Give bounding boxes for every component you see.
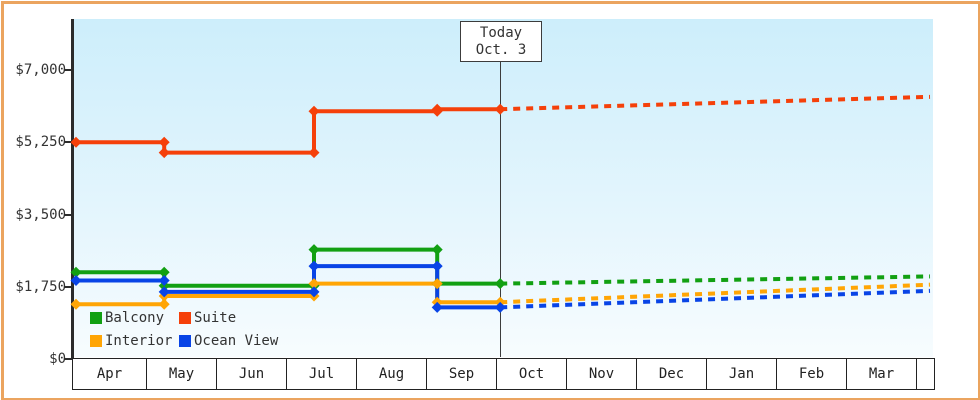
y-tick-mark (64, 213, 72, 216)
y-tick-mark (64, 69, 72, 71)
data-point-marker (494, 301, 506, 313)
legend: Balcony Suite Interior Ocean View (90, 308, 278, 351)
today-flag: Today Oct. 3 (460, 21, 542, 62)
data-point-marker (70, 136, 82, 148)
legend-label: Suite (194, 310, 237, 326)
month-cell-feb: Feb (777, 359, 847, 389)
y-tick-label: $3,500 (15, 206, 66, 223)
data-point-marker (431, 278, 443, 290)
y-tick-label: $7,000 (15, 62, 66, 78)
y-tick-mark (64, 358, 72, 360)
data-point-marker (70, 266, 82, 278)
y-axis (71, 19, 74, 359)
legend-item-ocean-view: Ocean View (179, 331, 278, 351)
data-point-marker (158, 136, 170, 148)
month-axis-row: Apr May Jun Jul Aug Sep Oct Nov Dec Jan Feb Mar (72, 358, 935, 390)
month-cell-oct: Oct (497, 359, 567, 389)
month-cell-mar: Mar (847, 359, 917, 389)
data-point-marker (494, 103, 506, 115)
today-label: Today (479, 24, 523, 41)
data-point-marker (70, 298, 82, 310)
data-point-marker (308, 260, 320, 272)
data-point-marker (431, 260, 443, 272)
month-cell-aug: Aug (357, 359, 427, 389)
month-cell-sep: Sep (427, 359, 497, 389)
data-point-marker (308, 244, 320, 256)
forecast-line-interior (500, 282, 931, 305)
data-point-marker (431, 244, 443, 256)
month-cell-apr: Apr (73, 359, 147, 389)
y-tick-mark (64, 285, 72, 288)
data-point-marker (158, 286, 170, 298)
data-point-marker (494, 278, 506, 290)
forecast-line-balcony (500, 274, 931, 286)
forecast-line-ocean-view (500, 288, 931, 310)
legend-item-balcony: Balcony (90, 308, 179, 328)
interior-swatch-icon (90, 335, 102, 347)
month-cell-may: May (147, 359, 217, 389)
today-date: Oct. 3 (475, 41, 527, 58)
data-point-marker (431, 105, 443, 117)
data-point-marker (308, 147, 320, 159)
legend-item-interior: Interior (90, 331, 179, 351)
legend-label: Interior (105, 333, 173, 349)
month-cell-dec: Dec (637, 359, 707, 389)
legend-label: Ocean View (194, 333, 279, 349)
month-cell-nov: Nov (567, 359, 637, 389)
data-point-marker (308, 286, 320, 298)
data-point-marker (308, 278, 320, 290)
data-point-marker (158, 147, 170, 159)
forecast-line-suite (500, 94, 931, 112)
y-tick-label: $1,750 (15, 278, 66, 295)
data-point-marker (70, 275, 82, 287)
suite-swatch-icon (179, 312, 191, 324)
y-tick-mark (64, 141, 72, 144)
data-point-marker (158, 298, 170, 310)
data-point-marker (431, 301, 443, 313)
legend-label: Balcony (105, 310, 165, 326)
month-cell-jan: Jan (707, 359, 777, 389)
month-cell-jul: Jul (287, 359, 357, 389)
legend-item-suite: Suite (179, 308, 278, 328)
data-point-marker (308, 105, 320, 117)
y-tick-label: $5,250 (15, 134, 66, 151)
today-line (500, 60, 501, 357)
month-cell-jun: Jun (217, 359, 287, 389)
balcony-swatch-icon (90, 312, 102, 324)
data-point-marker (158, 266, 170, 278)
y-tick-label: $0 (49, 351, 66, 367)
data-point-marker (158, 275, 170, 287)
ocean-view-swatch-icon (179, 335, 191, 347)
